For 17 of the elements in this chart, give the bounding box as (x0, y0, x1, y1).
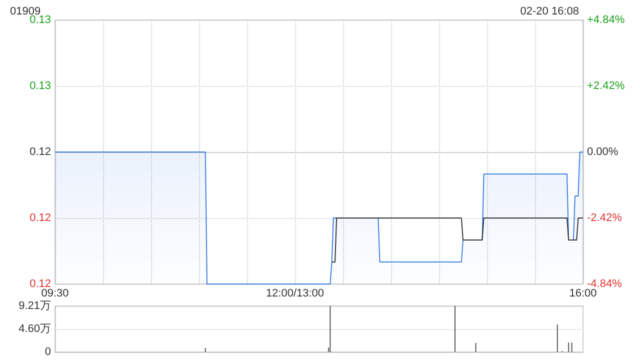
y2-tick-label: -2.42% (587, 212, 622, 224)
x-tick-label: 09:30 (41, 288, 69, 300)
y-tick-label: 0 (44, 346, 51, 358)
y-tick-label: 0.13 (30, 80, 51, 92)
x-tick-label: 12:00/13:00 (266, 288, 324, 300)
y-tick-label: 0.12 (30, 146, 51, 158)
y-tick-label: 0.12 (30, 278, 51, 290)
y-tick-label: 4.60万 (18, 323, 51, 336)
y-tick-label: 0.12 (30, 212, 51, 224)
y2-tick-label: -4.84% (587, 278, 622, 290)
y-tick-label: 0.13 (30, 14, 51, 26)
x-tick-label: 16:00 (569, 288, 597, 300)
y2-tick-label: +4.84% (587, 14, 625, 26)
y2-tick-label: 0.00% (587, 146, 618, 158)
text: 02-20 16:08 (520, 6, 579, 18)
y-tick-label: 9.21万 (18, 300, 51, 312)
y2-tick-label: +2.42% (587, 80, 625, 92)
